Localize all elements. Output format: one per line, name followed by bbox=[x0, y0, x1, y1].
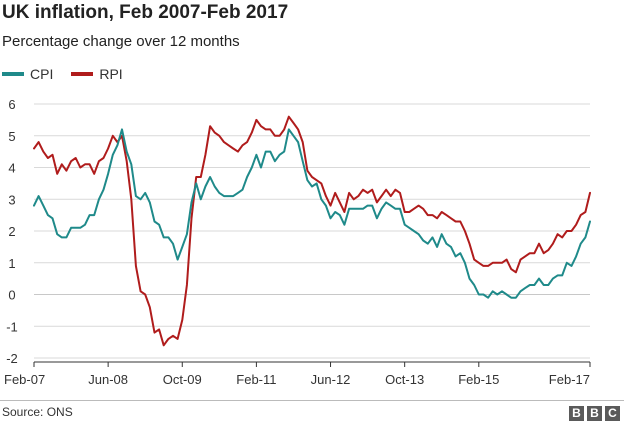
y-tick-label: 1 bbox=[8, 256, 15, 271]
bbc-logo: B B C bbox=[566, 406, 620, 421]
legend-label-cpi: CPI bbox=[30, 66, 54, 82]
series-lines bbox=[33, 115, 591, 347]
legend-item-rpi: RPI bbox=[71, 66, 123, 82]
y-axis-tick-labels: 6 5 4 3 2 1 0 -1 -2 bbox=[6, 97, 18, 366]
y-tick-label: -1 bbox=[6, 319, 18, 334]
x-tick-label: Oct-09 bbox=[163, 372, 202, 387]
series-line-cpi bbox=[33, 128, 591, 299]
x-axis: Feb-07 Jun-08 Oct-09 Feb-11 Jun-12 Oct-13 Feb-… bbox=[4, 361, 591, 387]
y-tick-label: 4 bbox=[8, 161, 15, 176]
legend-label-rpi: RPI bbox=[99, 66, 123, 82]
source-note: Source: ONS bbox=[2, 405, 73, 419]
bbc-logo-letter: B bbox=[569, 406, 584, 421]
chart-legend: CPI RPI bbox=[2, 66, 141, 82]
y-tick-label: 2 bbox=[8, 224, 15, 239]
x-tick-label: Oct-13 bbox=[385, 372, 424, 387]
bbc-logo-letter: C bbox=[605, 406, 620, 421]
x-tick-label: Feb-17 bbox=[549, 372, 590, 387]
bbc-logo-letter: B bbox=[587, 406, 602, 421]
x-tick-label: Feb-07 bbox=[4, 372, 45, 387]
legend-swatch-rpi bbox=[71, 72, 94, 76]
legend-swatch-cpi bbox=[2, 72, 24, 76]
series-line-rpi bbox=[33, 115, 591, 347]
x-tick-label: Jun-08 bbox=[88, 372, 128, 387]
x-tick-label: Jun-12 bbox=[311, 372, 351, 387]
y-tick-label: 3 bbox=[8, 192, 15, 207]
legend-item-cpi: CPI bbox=[2, 66, 53, 82]
x-tick-label: Feb-15 bbox=[458, 372, 499, 387]
x-tick-label: Feb-11 bbox=[236, 372, 276, 387]
line-chart: 6 5 4 3 2 1 0 -1 -2 Feb-07 Jun-08 Oct-09 Feb-11 Jun-… bbox=[4, 97, 591, 387]
chart-subtitle: Percentage change over 12 months bbox=[2, 33, 240, 50]
chart-title: UK inflation, Feb 2007-Feb 2017 bbox=[2, 2, 289, 23]
y-tick-label: -2 bbox=[6, 351, 18, 366]
y-tick-label: 0 bbox=[8, 288, 15, 303]
y-tick-label: 6 bbox=[8, 97, 15, 112]
y-tick-label: 5 bbox=[8, 129, 15, 144]
footer-divider bbox=[0, 400, 624, 401]
